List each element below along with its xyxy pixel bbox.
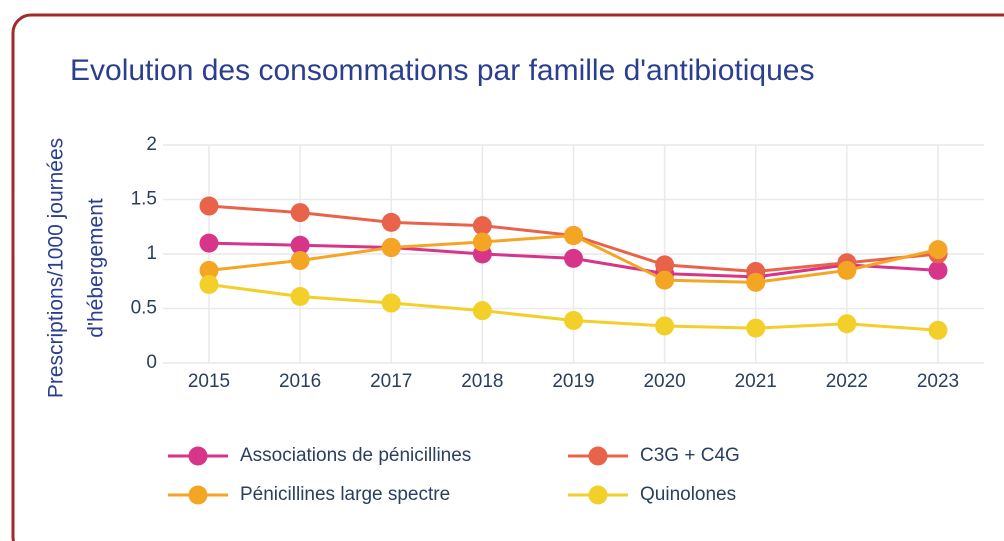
data-point [837,260,857,280]
x-tick-label: 2023 [917,371,959,392]
data-point [928,260,948,280]
y-axis-label: Prescriptions/1000 journées [45,138,68,398]
data-point [928,320,948,340]
x-tick-label: 2017 [370,371,412,392]
data-point [837,314,857,334]
y-tick-label: 1 [146,243,157,264]
data-point [290,203,310,223]
legend-label: C3G + C4G [640,445,740,466]
data-point [381,212,401,232]
data-point [199,275,219,295]
data-point [381,293,401,313]
x-tick-label: 2021 [735,371,777,392]
y-axis-label: d'hébergement [85,198,108,338]
data-point [472,301,492,321]
x-tick-label: 2015 [188,371,230,392]
data-point [290,287,310,307]
data-point [199,260,219,280]
legend-marker [588,485,608,505]
card [11,13,1004,541]
data-point [381,237,401,257]
legend-marker [188,485,208,505]
data-point [199,196,219,216]
y-tick-label: 0 [146,352,157,373]
data-point [564,248,583,268]
data-point [928,240,948,260]
y-tick-label: 1.5 [131,189,157,210]
y-tick-label: 2 [146,134,157,155]
chart-title: Evolution des consommations par famille … [70,54,814,87]
x-tick-label: 2016 [279,371,321,392]
data-point [655,316,675,336]
x-tick-label: 2022 [826,371,868,392]
legend-marker [188,446,208,466]
data-point [655,270,675,290]
x-tick-label: 2019 [552,371,594,392]
data-point [472,216,492,236]
x-tick-label: 2018 [461,371,503,392]
legend-marker [588,446,608,466]
data-point [746,318,766,338]
data-point [199,233,219,253]
legend-label: Associations de pénicillines [240,445,471,466]
legend-label: Pénicillines large spectre [240,484,450,505]
data-point [564,225,583,245]
x-tick-label: 2020 [643,371,685,392]
data-point [746,272,766,292]
data-point [472,232,492,252]
data-point [290,235,310,255]
y-tick-label: 0.5 [131,298,157,319]
legend-label: Quinolones [640,484,736,505]
data-point [655,255,675,275]
data-point [564,310,583,330]
data-point [290,251,310,271]
